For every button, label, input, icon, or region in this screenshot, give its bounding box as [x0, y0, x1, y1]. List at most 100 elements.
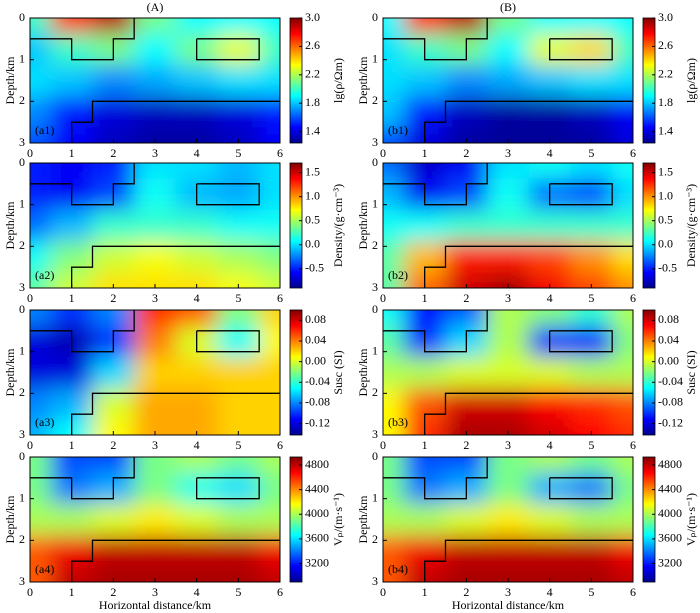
model-outline	[71, 392, 280, 435]
x-tick-label: 5	[235, 438, 241, 452]
colorbar-tick-label: 1.0	[305, 188, 320, 202]
field-cell	[383, 272, 405, 288]
field-cell	[487, 127, 530, 143]
y-tick-label: 3	[372, 574, 378, 588]
model-outline	[196, 477, 260, 500]
field-cell	[445, 566, 488, 582]
colorbar	[642, 456, 656, 583]
field-cell	[612, 272, 633, 288]
x-tick-label: 2	[463, 585, 469, 599]
x-tick-label: 1	[422, 585, 428, 599]
field-cell	[217, 163, 260, 180]
field-cell	[383, 18, 405, 35]
field-cell	[612, 356, 633, 389]
x-tick-label: 2	[463, 146, 469, 160]
y-tick-label: 2	[372, 238, 378, 252]
field-cell	[612, 178, 633, 211]
field-cell	[612, 535, 633, 567]
x-tick-label: 2	[110, 146, 116, 160]
field-cell	[259, 163, 280, 180]
field-cell	[30, 127, 52, 143]
field	[383, 163, 633, 288]
panel-label: (a1)	[35, 123, 54, 137]
field-cell	[612, 457, 633, 474]
x-tick-label: 5	[588, 146, 594, 160]
field-cell	[487, 566, 530, 582]
field-cell	[30, 64, 52, 97]
field-cell	[175, 209, 218, 242]
field-cell	[259, 566, 280, 582]
y-tick-label: 2	[19, 238, 25, 252]
y-axis-label: Depth/km	[356, 348, 370, 397]
field-cell	[612, 419, 633, 435]
colorbar-tick-label: 4000	[658, 506, 682, 520]
field-cell	[30, 272, 52, 288]
field-cell	[259, 472, 280, 505]
colorbar-tick-label: -0.5	[658, 261, 677, 275]
field-cell	[175, 419, 218, 435]
field-cell	[134, 566, 177, 582]
x-tick-label: 5	[235, 585, 241, 599]
field-cell	[259, 18, 280, 35]
field-cell	[50, 503, 93, 536]
field-cell	[383, 388, 405, 420]
field-cell	[383, 472, 405, 505]
y-axis-label: Depth/km	[3, 348, 17, 397]
x-tick-label: 0	[27, 146, 33, 160]
field-cell	[383, 325, 405, 358]
field-cell	[217, 457, 260, 474]
colorbar-tick-label: 3200	[305, 555, 329, 569]
field-cell	[570, 64, 613, 97]
field-cell	[528, 163, 571, 180]
field-cell	[175, 310, 218, 327]
model-outline	[71, 539, 280, 582]
y-tick-label: 2	[372, 385, 378, 399]
panel-label: (a2)	[35, 268, 54, 282]
y-tick-label: 2	[19, 93, 25, 107]
field	[383, 310, 633, 435]
x-tick-label: 2	[463, 438, 469, 452]
model-outline	[30, 18, 135, 61]
colorbar-tick-label: 2.6	[658, 38, 673, 52]
model-outline	[30, 310, 135, 353]
field-cell	[134, 272, 177, 288]
field-cell	[259, 209, 280, 242]
field-cell	[175, 18, 218, 35]
model-outline	[424, 392, 633, 435]
field-cell	[612, 241, 633, 273]
field-cell	[445, 419, 488, 435]
field-cell	[50, 18, 93, 35]
field-cell	[487, 457, 530, 474]
field-cell	[134, 472, 177, 505]
column-title: (B)	[500, 0, 516, 14]
field-cell	[259, 272, 280, 288]
field-cell	[30, 472, 52, 505]
field-cell	[445, 310, 488, 327]
colorbar-tick-label: 3.0	[658, 10, 673, 24]
colorbar-label: Density/(g·cm⁻³)	[331, 184, 345, 267]
field-cell	[259, 388, 280, 420]
x-tick-label: 6	[630, 291, 636, 305]
field-cell	[487, 33, 530, 66]
field-cell	[487, 503, 530, 536]
field-cell	[217, 503, 260, 536]
field-blur	[30, 310, 280, 435]
x-tick-label: 3	[152, 438, 158, 452]
field-cell	[217, 18, 260, 35]
model-outline	[424, 539, 633, 582]
model-outline	[549, 330, 613, 353]
colorbar-tick-label: 0.04	[658, 333, 679, 347]
field-cell	[487, 209, 530, 242]
field-cell	[528, 457, 571, 474]
field-cell	[175, 503, 218, 536]
x-tick-label: 1	[422, 146, 428, 160]
field-cell	[30, 96, 52, 128]
colorbar-tick-label: 4000	[305, 506, 329, 520]
y-tick-label: 1	[19, 343, 25, 357]
x-tick-label: 6	[630, 146, 636, 160]
x-tick-label: 4	[194, 146, 200, 160]
x-tick-label: 6	[277, 438, 283, 452]
y-tick-label: 1	[372, 196, 378, 210]
field	[30, 457, 280, 582]
colorbar-tick-label: 3600	[305, 531, 329, 545]
